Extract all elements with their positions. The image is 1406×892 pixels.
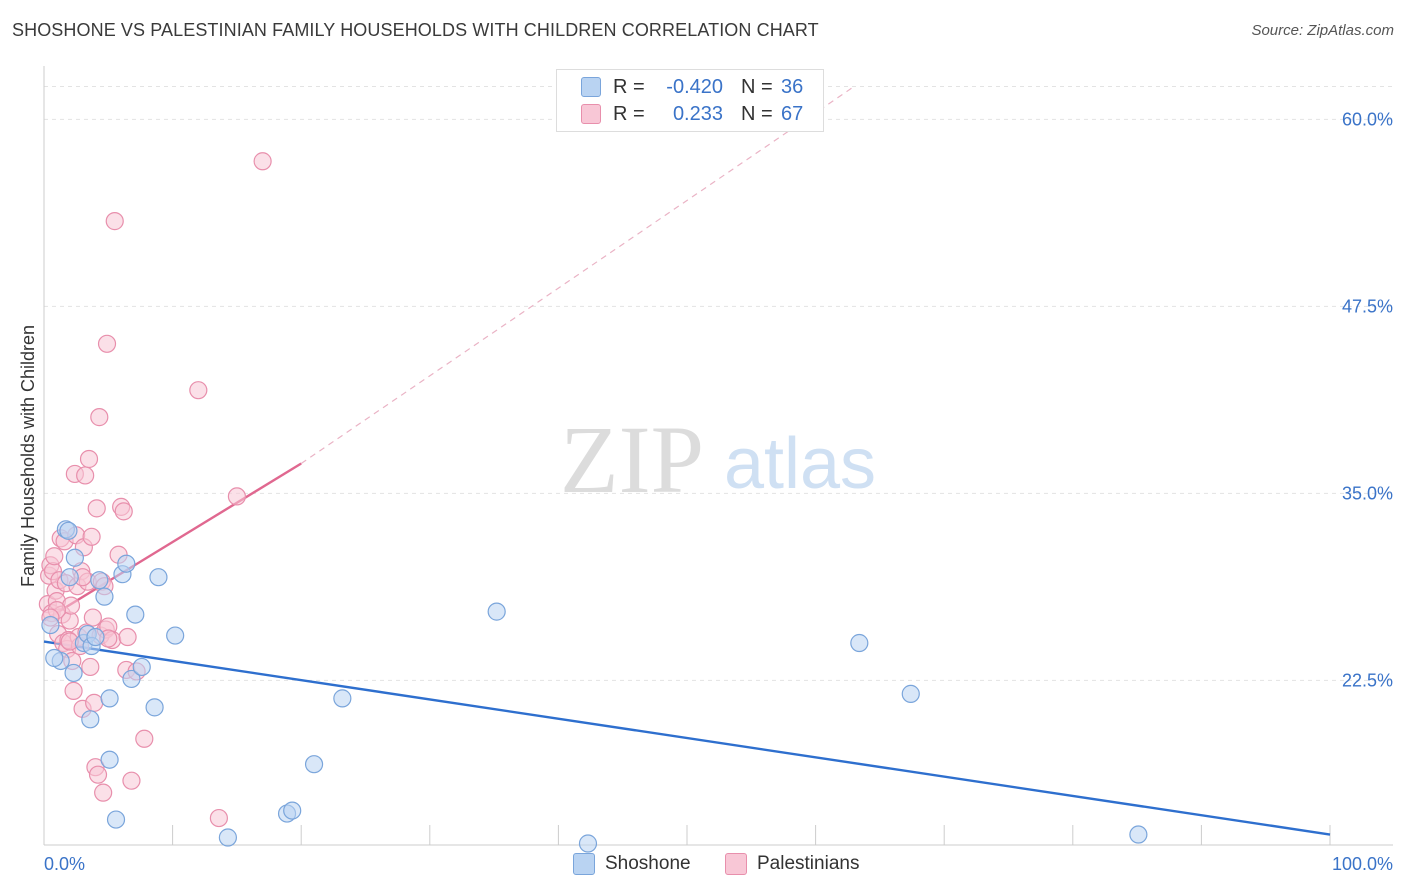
legend-n-label: N =	[741, 75, 773, 98]
trend-lines	[43, 85, 1331, 836]
point-shoshone	[218, 828, 237, 847]
point-shoshone	[901, 684, 920, 703]
x-tick-label-max: 100.0%	[1332, 854, 1393, 874]
legend-swatch-palestinians	[581, 104, 601, 124]
y-tick-label: 35.0%	[1342, 483, 1393, 503]
point-palestinians	[76, 466, 95, 485]
point-shoshone	[126, 605, 145, 624]
point-palestinians	[82, 527, 101, 546]
point-palestinians	[79, 449, 99, 469]
point-shoshone	[117, 554, 136, 573]
point-shoshone	[90, 571, 109, 590]
point-shoshone	[100, 750, 119, 769]
point-palestinians	[64, 681, 83, 700]
point-palestinians	[114, 502, 133, 521]
point-shoshone	[850, 633, 869, 653]
point-palestinians	[253, 152, 272, 171]
point-palestinians	[85, 693, 104, 712]
point-shoshone	[166, 626, 185, 645]
watermark: ZIP atlas	[560, 406, 876, 513]
legend-r-label: R =	[613, 102, 645, 125]
point-shoshone	[132, 657, 151, 677]
legend-row-shoshone: R = -0.420 N = 36	[581, 75, 803, 99]
legend-r-label: R =	[613, 75, 645, 98]
point-palestinians	[122, 771, 141, 790]
bottom-legend-label-shoshone: Shoshone	[605, 853, 691, 874]
source-credit: Source: ZipAtlas.com	[1251, 22, 1394, 39]
legend-row-palestinians: R = 0.233 N = 67	[581, 102, 803, 126]
point-palestinians	[94, 783, 113, 802]
trend-line-shoshone	[43, 640, 1331, 836]
point-shoshone	[65, 548, 84, 567]
watermark-atlas: atlas	[724, 424, 876, 504]
point-palestinians	[45, 547, 64, 566]
bottom-legend-palestinians: Palestinians	[725, 852, 859, 876]
point-shoshone	[64, 663, 83, 683]
point-shoshone	[60, 568, 79, 587]
grid-lines	[44, 85, 1393, 681]
point-shoshone	[106, 810, 126, 829]
legend-r-value: 0.233	[672, 102, 723, 125]
x-tick-label-min: 0.0%	[44, 854, 85, 874]
axes	[43, 66, 1393, 846]
point-shoshone	[578, 834, 598, 853]
point-palestinians	[97, 334, 117, 353]
trend-line-palestinians	[43, 462, 302, 622]
legend-n-value: 67	[781, 102, 804, 125]
data-points	[38, 152, 1148, 853]
point-palestinians	[88, 765, 108, 784]
point-palestinians	[135, 729, 154, 748]
point-shoshone	[95, 587, 114, 606]
legend-swatch-shoshone	[581, 77, 601, 97]
point-shoshone	[304, 755, 324, 774]
legend-n-value: 36	[781, 75, 804, 98]
point-palestinians	[105, 212, 124, 231]
bottom-legend-swatch-palestinians	[725, 853, 747, 875]
point-palestinians	[118, 627, 137, 647]
point-palestinians	[209, 808, 228, 828]
watermark-zip: ZIP	[560, 406, 704, 513]
point-palestinians	[227, 487, 246, 506]
point-palestinians	[90, 408, 109, 427]
stats-legend: R = -0.420 N = 36 R = 0.233 N = 67	[556, 69, 824, 132]
point-shoshone	[45, 648, 64, 668]
point-shoshone	[81, 710, 100, 729]
axis-labels: Family Households with Children 0.0% 100…	[18, 109, 1393, 874]
point-palestinians	[87, 499, 106, 518]
point-shoshone	[59, 521, 78, 540]
point-palestinians	[81, 657, 100, 677]
point-shoshone	[333, 689, 352, 708]
legend-n-label: N =	[741, 102, 773, 125]
chart-title: SHOSHONE VS PALESTINIAN FAMILY HOUSEHOLD…	[12, 20, 819, 40]
bottom-legend-swatch-shoshone	[573, 853, 595, 875]
point-shoshone	[100, 689, 119, 708]
point-shoshone	[86, 627, 105, 647]
y-axis-title: Family Households with Children	[18, 325, 38, 587]
point-shoshone	[41, 615, 60, 635]
bottom-legend-label-palestinians: Palestinians	[757, 853, 860, 874]
y-tick-label: 47.5%	[1342, 296, 1393, 316]
legend-r-value: -0.420	[666, 75, 723, 98]
point-shoshone	[149, 568, 168, 587]
point-palestinians	[83, 608, 102, 627]
point-shoshone	[1129, 825, 1148, 844]
bottom-legend-shoshone: Shoshone	[573, 852, 691, 876]
y-tick-label: 22.5%	[1342, 670, 1393, 690]
point-shoshone	[145, 698, 164, 717]
y-tick-label: 60.0%	[1342, 109, 1393, 129]
point-shoshone	[283, 801, 302, 820]
point-shoshone	[487, 602, 506, 621]
point-palestinians	[189, 381, 208, 400]
trend-line-palestinians-extension	[300, 85, 855, 464]
point-shoshone	[122, 669, 141, 689]
